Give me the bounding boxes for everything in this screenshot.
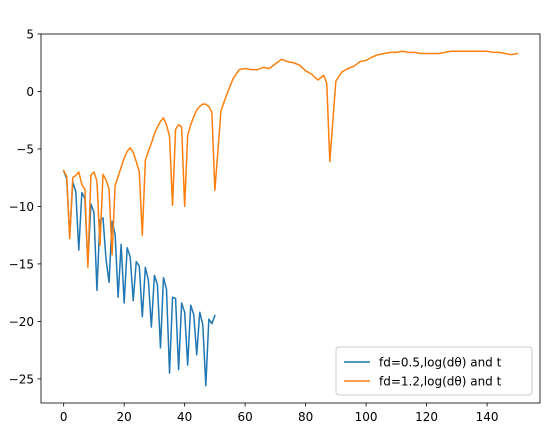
x-tick-label: 40	[177, 410, 192, 424]
y-axis: 5 0 −5 −10 −15 −20 −25	[9, 28, 41, 386]
plot-area	[62, 50, 519, 387]
y-tick-label: 0	[26, 85, 34, 99]
legend-label-1: fd=0.5,log(dθ) and t	[379, 356, 502, 370]
x-tick-label: 20	[117, 410, 132, 424]
x-tick-label: 0	[60, 410, 68, 424]
y-tick-label: −15	[9, 257, 34, 271]
series-line-2	[62, 50, 519, 269]
axes-frame	[40, 33, 541, 404]
x-tick-label: 140	[476, 410, 499, 424]
y-tick-label: −10	[9, 200, 34, 214]
legend-label-2: fd=1.2,log(dθ) and t	[379, 375, 502, 389]
y-tick-label: −5	[16, 142, 34, 156]
y-tick-label: −20	[9, 315, 34, 329]
x-tick-label: 120	[415, 410, 438, 424]
y-tick-label: −25	[9, 372, 34, 386]
legend: fd=0.5,log(dθ) and t fd=1.2,log(dθ) and t	[335, 346, 533, 396]
y-tick-label: 5	[26, 28, 34, 42]
x-axis: 0 20 40 60 80 100 120 140	[60, 403, 499, 424]
x-tick-label: 60	[237, 410, 252, 424]
x-tick-label: 80	[298, 410, 313, 424]
x-tick-label: 100	[355, 410, 378, 424]
legend-box	[335, 346, 533, 396]
